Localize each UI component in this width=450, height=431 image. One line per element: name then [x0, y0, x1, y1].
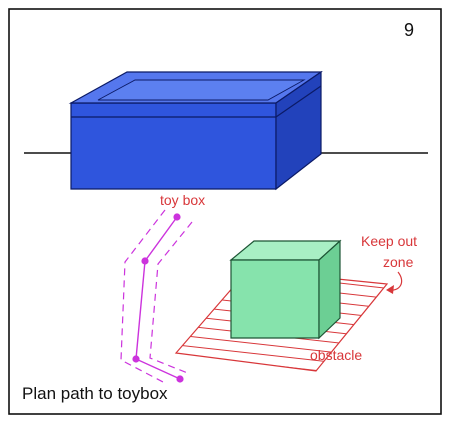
path-boundary-right [149, 221, 193, 375]
waypoint [176, 375, 184, 383]
toy-box-side-band [275, 85, 322, 118]
obstacle-side [318, 239, 341, 340]
planned-path [120, 209, 193, 383]
keep-out-label-line1: Keep out [361, 233, 417, 249]
obstacle-cube [229, 239, 342, 340]
waypoint [141, 257, 149, 265]
toy-box-lid-rim [97, 79, 306, 101]
keep-out-pointer-arrowhead [386, 285, 394, 294]
obstacle-label: obstacle [310, 347, 362, 363]
toy-box-side [275, 70, 322, 191]
toy-box [68, 70, 323, 191]
toy-box-label: toy box [160, 192, 205, 208]
path-boundary-left [120, 209, 166, 383]
waypoint [173, 213, 181, 221]
waypoint [132, 355, 140, 363]
keep-out-label-line2: zone [383, 254, 414, 270]
panel-caption: Plan path to toybox [22, 384, 168, 403]
path-line [135, 216, 181, 380]
panel-number: 9 [404, 20, 414, 40]
toy-box-front [70, 102, 277, 190]
obstacle-front [230, 259, 320, 339]
